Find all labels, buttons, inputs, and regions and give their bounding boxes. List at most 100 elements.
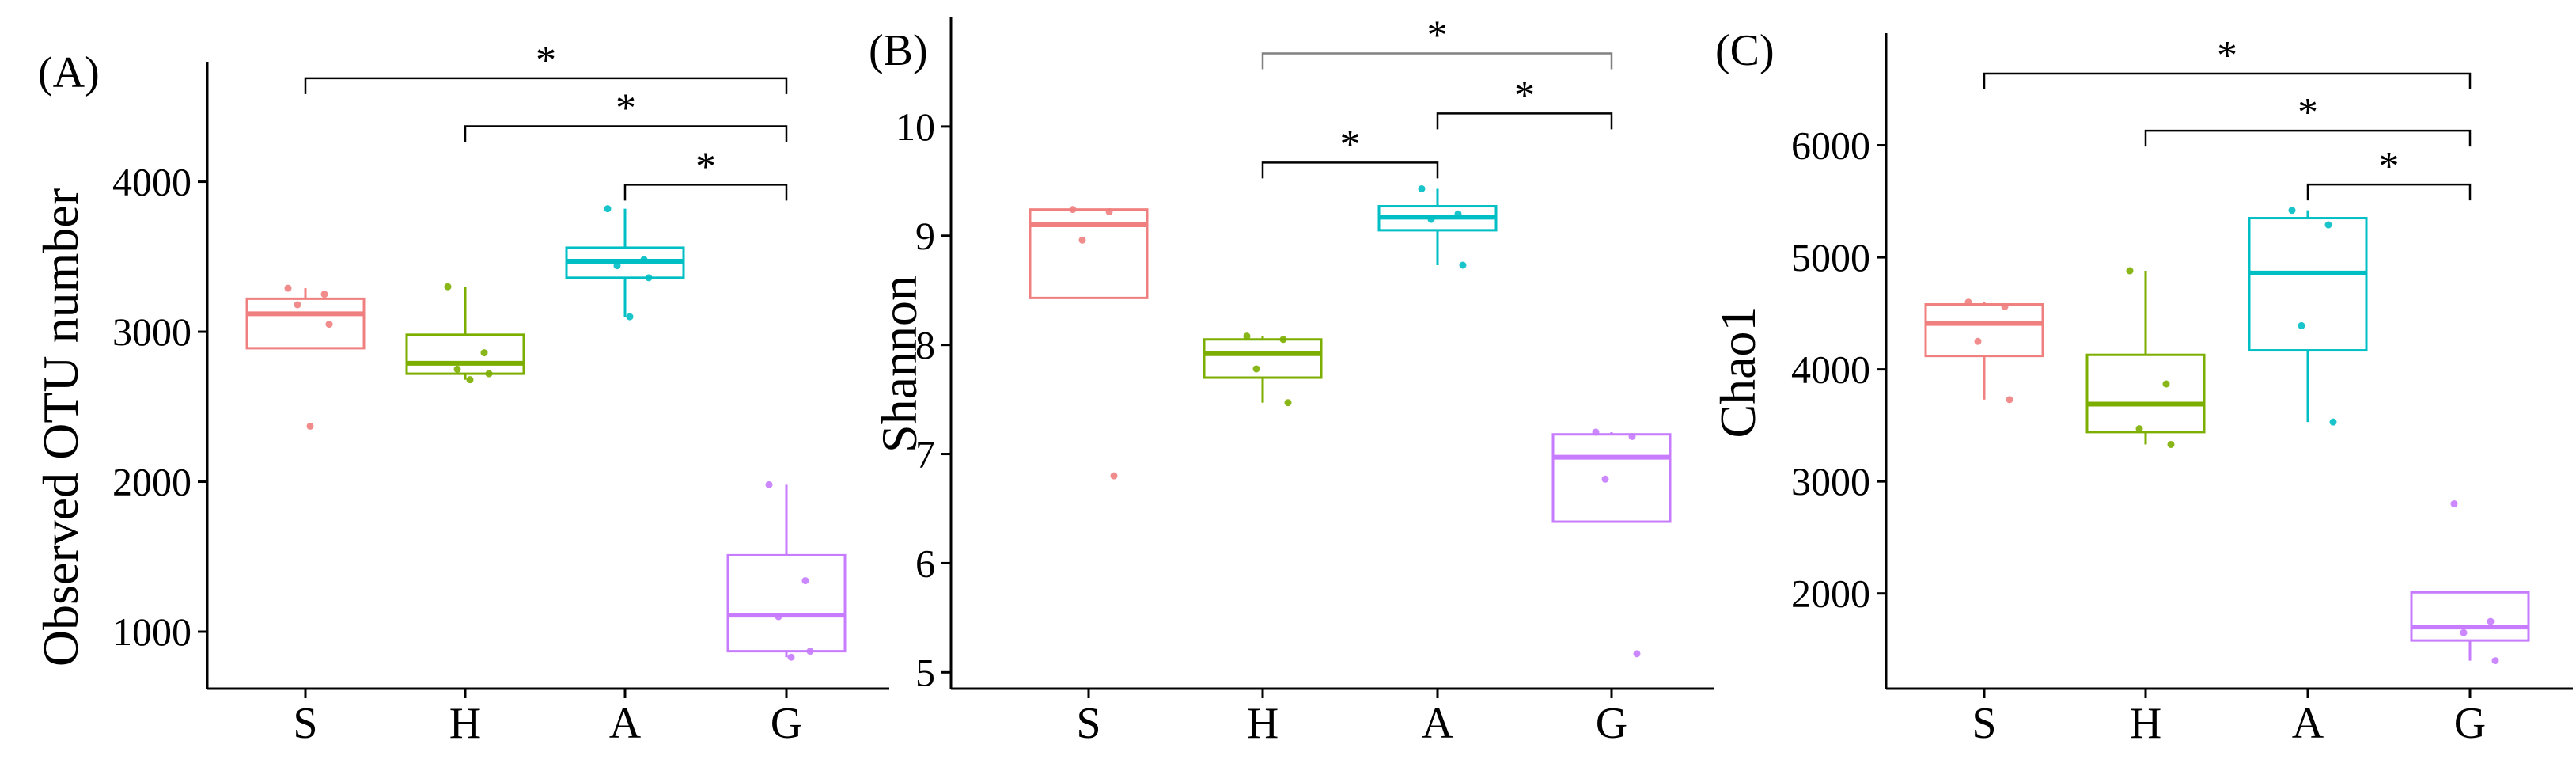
data-point (775, 613, 782, 621)
y-axis-label-a: Observed OTU number (32, 188, 89, 667)
y-tick-label: 4000 (1791, 348, 1870, 392)
data-point (645, 274, 653, 282)
data-point (1284, 399, 1292, 407)
boxes-b (1029, 184, 1672, 658)
data-point (1964, 298, 1972, 306)
box-iqr (245, 297, 366, 350)
y-axis-label-c: Chao1 (1710, 306, 1766, 438)
y-tick-label: 6 (915, 541, 935, 585)
data-point (2329, 418, 2337, 426)
box-iqr (1924, 303, 2044, 358)
data-point (2298, 321, 2305, 329)
box-group-a (565, 205, 685, 321)
significance-bracket (1261, 161, 1439, 179)
box-group-g (726, 480, 847, 661)
data-point (2135, 425, 2143, 433)
x-tick-label: H (2130, 699, 2161, 748)
y-axis-b: 5 6 7 8 9 10 (896, 17, 953, 694)
data-point (1279, 336, 1287, 344)
panel-b: (B) Shannon 5 6 7 8 9 10 S H A G * * * (869, 13, 1714, 748)
y-tick-label: 2000 (1791, 572, 1870, 616)
data-point (613, 262, 621, 270)
box-iqr (2085, 353, 2206, 434)
x-tick-label: G (1596, 699, 1627, 748)
y-tick-label: 7 (915, 432, 935, 477)
box-iqr (2410, 591, 2530, 642)
data-point (325, 321, 333, 329)
data-point (320, 291, 328, 298)
y-tick-label: 1000 (112, 610, 191, 654)
significance-star: * (2298, 90, 2318, 135)
data-point (1427, 215, 1435, 223)
significance-bracket (2144, 129, 2472, 147)
box-group-h (1203, 332, 1323, 407)
data-point (306, 422, 314, 430)
x-tick-label: A (2292, 699, 2324, 748)
data-point (2487, 617, 2495, 625)
data-point (1110, 472, 1118, 480)
x-tick-label: A (1422, 699, 1454, 748)
y-tick-label: 10 (896, 104, 935, 149)
significance-bracket (304, 77, 788, 94)
significance-bracket (1983, 72, 2472, 89)
box-iqr (1203, 338, 1323, 379)
significance-star: * (1514, 73, 1535, 118)
data-point (2324, 221, 2332, 229)
box-group-h (2085, 267, 2206, 448)
y-tick-label: 5000 (1791, 235, 1870, 279)
data-point (1601, 475, 1609, 483)
box-iqr (405, 333, 525, 375)
data-point (1974, 337, 1982, 345)
data-point (640, 256, 648, 264)
y-tick-label: 5 (915, 650, 935, 694)
box-group-h (405, 283, 525, 384)
panel-label-b: (B) (869, 26, 928, 75)
data-point (787, 653, 795, 661)
x-tick-label: S (1972, 699, 1996, 748)
x-tick-label: H (449, 699, 481, 748)
significance-a: * * * (304, 38, 788, 201)
data-point (2001, 302, 2009, 310)
y-tick-label: 6000 (1791, 123, 1870, 168)
panel-c: (C) Chao1 2000 3000 4000 5000 6000 S H A G * * * (1710, 26, 2573, 748)
data-point (604, 205, 612, 213)
y-tick-label: 9 (915, 214, 935, 258)
data-point (480, 349, 488, 357)
y-tick-label: 8 (915, 323, 935, 367)
box-group-s (1924, 298, 2044, 404)
data-point (1105, 207, 1113, 215)
data-point (2450, 499, 2458, 507)
box-iqr (1551, 433, 1672, 523)
significance-star: * (1427, 13, 1448, 59)
data-point (284, 284, 292, 292)
y-tick-label: 2000 (112, 460, 191, 504)
panel-a: (A) Observed OTU number 1000 2000 3000 4000… (32, 38, 889, 748)
y-tick-label: 4000 (112, 160, 191, 204)
x-tick-label: S (1076, 699, 1100, 748)
data-point (1628, 432, 1636, 440)
data-point (2288, 207, 2296, 215)
data-point (1418, 184, 1426, 192)
data-point (1078, 236, 1086, 244)
data-point (2460, 629, 2468, 636)
data-point (765, 480, 773, 488)
data-point (444, 283, 452, 291)
significance-star: * (2379, 144, 2400, 189)
boxes-c (1924, 207, 2530, 665)
y-axis-a: 1000 2000 3000 4000 (112, 62, 209, 689)
box-iqr (2248, 217, 2368, 352)
y-tick-label: 3000 (112, 310, 191, 354)
box-group-s (1029, 206, 1149, 480)
panel-label-a: (A) (38, 48, 100, 97)
significance-star: * (536, 38, 556, 83)
box-iqr (726, 553, 847, 653)
box-group-g (2410, 499, 2530, 665)
box-group-s (245, 284, 366, 430)
x-tick-label: H (1247, 699, 1279, 748)
data-point (1633, 650, 1641, 658)
x-tick-label: G (771, 699, 802, 748)
data-point (1243, 332, 1251, 340)
